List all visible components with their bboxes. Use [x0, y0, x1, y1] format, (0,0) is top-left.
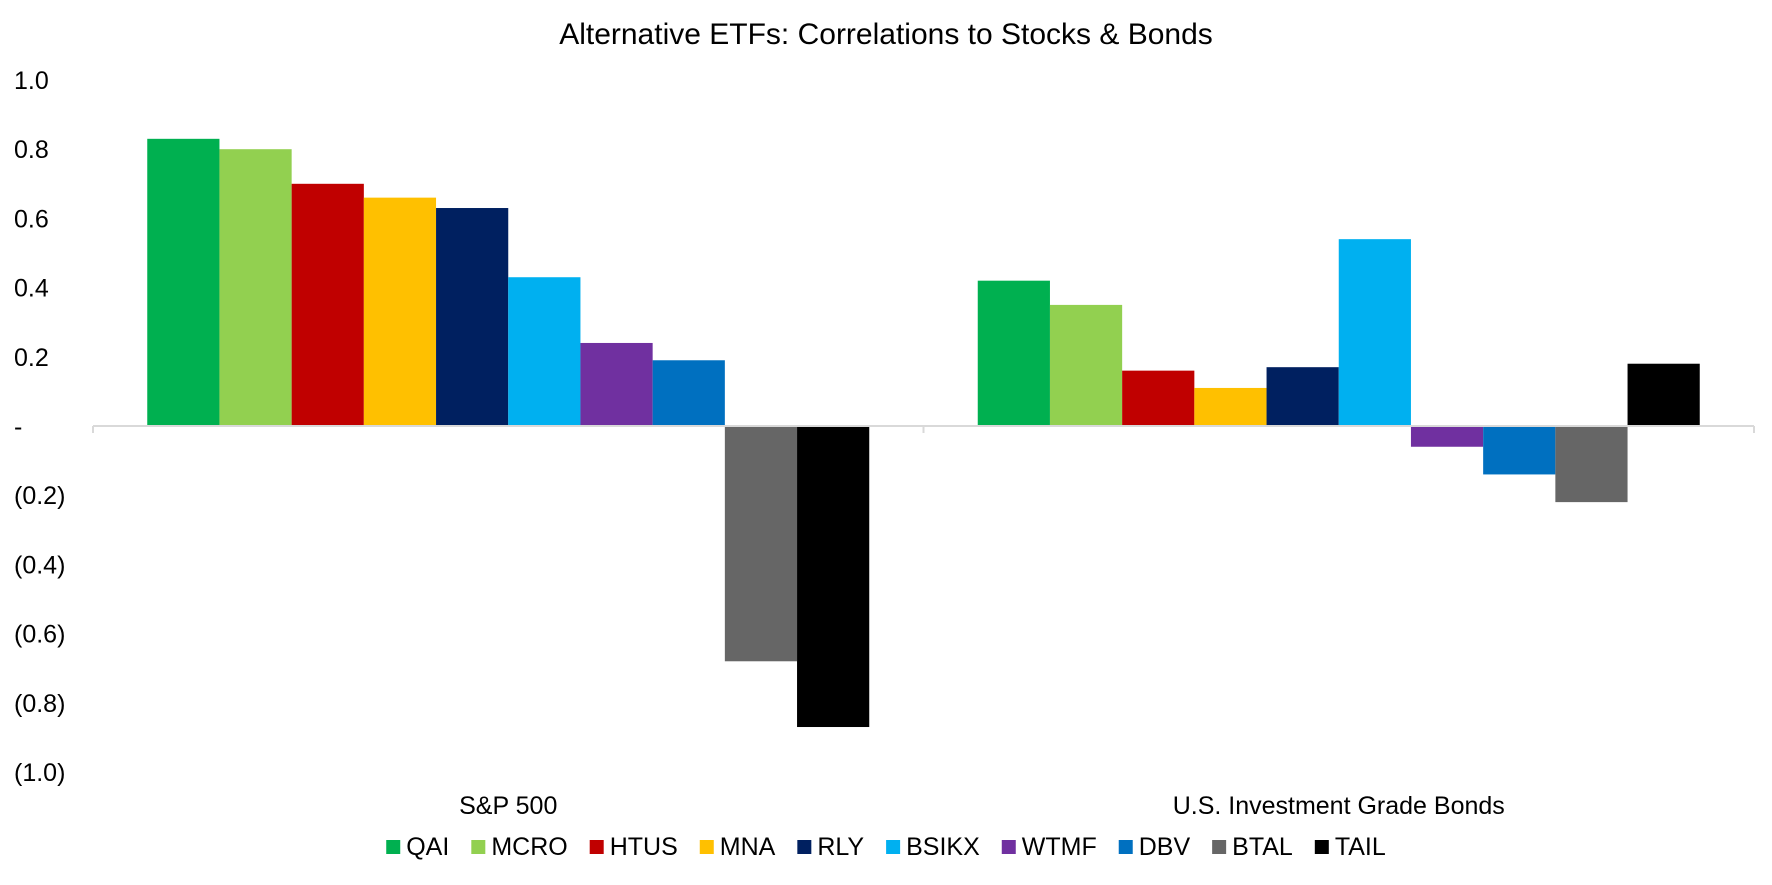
- legend-label: DBV: [1139, 833, 1191, 861]
- legend-item-wtmf: WTMF: [1001, 833, 1097, 861]
- legend: QAI MCRO HTUS MNA RLY BSIKX WTMF DBV BTAL TAIL: [386, 833, 1386, 861]
- y-tick-label: 0.2: [14, 344, 49, 372]
- legend-item-bsikx: BSIKX: [886, 833, 980, 861]
- y-axis: 1.0 0.8 0.6 0.4 0.2 - (0.2) (0.4) (0.6) (0.8) (1.0…: [14, 67, 65, 787]
- legend-swatch: [1118, 840, 1133, 854]
- legend-item-mcro: MCRO: [471, 833, 568, 861]
- legend-item-dbv: DBV: [1118, 833, 1191, 861]
- category-label: S&P 500: [459, 792, 557, 820]
- y-tick-label: 1.0: [14, 67, 49, 95]
- legend-label: MCRO: [491, 833, 567, 861]
- bar-btal-sp500: [724, 426, 798, 662]
- bar-tail-sp500: [797, 426, 870, 728]
- legend-item-rly: RLY: [797, 833, 864, 861]
- y-tick-label: -: [14, 413, 22, 441]
- legend-swatch: [886, 840, 901, 854]
- chart-title: Alternative ETFs: Correlations to Stocks…: [559, 18, 1213, 51]
- legend-label: HTUS: [610, 833, 678, 861]
- bar-mna-bonds: [1194, 387, 1267, 426]
- bar-htus-sp500: [291, 183, 364, 426]
- bars: [147, 138, 1700, 728]
- y-tick-label: 0.4: [14, 275, 49, 303]
- legend-label: TAIL: [1335, 833, 1386, 861]
- bar-mcro-sp500: [219, 149, 292, 426]
- bar-bsikx-bonds: [1338, 239, 1411, 426]
- legend-label: RLY: [817, 833, 864, 861]
- y-tick-label: (0.8): [14, 690, 65, 718]
- legend-label: BSIKX: [906, 833, 980, 861]
- legend-item-tail: TAIL: [1314, 833, 1386, 861]
- bar-dbv-sp500: [652, 360, 725, 426]
- bar-bsikx-sp500: [508, 277, 581, 426]
- legend-item-qai: QAI: [386, 833, 449, 861]
- legend-swatch: [797, 840, 812, 854]
- x-axis: S&P 500 U.S. Investment Grade Bonds: [92, 425, 1755, 820]
- legend-label: QAI: [406, 833, 449, 861]
- category-label: U.S. Investment Grade Bonds: [1173, 792, 1505, 820]
- legend-label: WTMF: [1022, 833, 1097, 861]
- legend-swatch: [1212, 840, 1227, 854]
- legend-swatch: [1001, 840, 1016, 854]
- y-tick-label: (1.0): [14, 759, 65, 787]
- y-tick-label: (0.6): [14, 621, 65, 649]
- bar-qai-bonds: [977, 280, 1050, 426]
- bar-btal-bonds: [1555, 426, 1628, 503]
- legend-item-htus: HTUS: [589, 833, 678, 861]
- bar-wtmf-sp500: [580, 342, 653, 426]
- y-tick-label: 0.8: [14, 136, 49, 164]
- legend-swatch: [589, 840, 604, 854]
- legend-swatch: [386, 840, 401, 854]
- bar-mna-sp500: [363, 197, 437, 426]
- y-tick-label: (0.4): [14, 551, 65, 579]
- legend-item-btal: BTAL: [1212, 833, 1293, 861]
- legend-label: BTAL: [1232, 833, 1293, 861]
- bar-tail-bonds: [1627, 363, 1700, 426]
- legend-swatch: [1314, 840, 1329, 854]
- y-tick-label: 0.6: [14, 205, 49, 233]
- legend-swatch: [699, 840, 714, 854]
- bar-wtmf-bonds: [1410, 426, 1484, 447]
- y-tick-label: (0.2): [14, 482, 65, 510]
- legend-swatch: [471, 840, 486, 854]
- bar-rly-sp500: [436, 208, 509, 426]
- legend-label: MNA: [720, 833, 776, 861]
- bar-qai-sp500: [147, 138, 220, 426]
- bar-mcro-bonds: [1049, 304, 1123, 426]
- bar-rly-bonds: [1266, 367, 1339, 426]
- bar-htus-bonds: [1122, 370, 1195, 426]
- legend-item-mna: MNA: [699, 833, 776, 861]
- bar-dbv-bonds: [1483, 426, 1556, 475]
